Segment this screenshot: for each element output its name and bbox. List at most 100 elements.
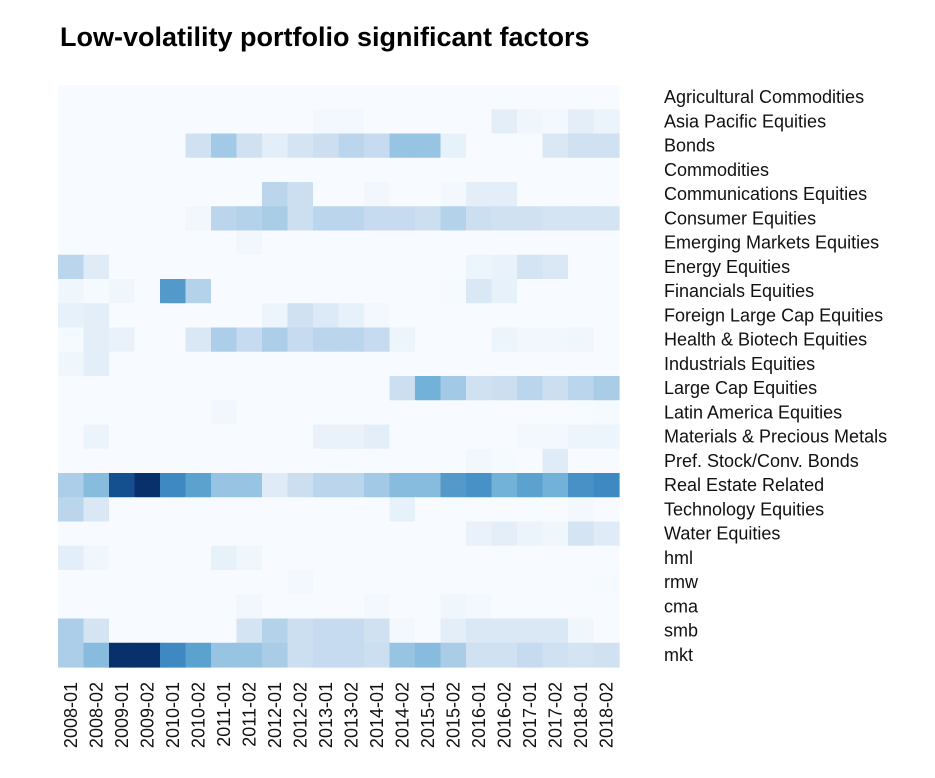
heatmap-cell [491, 254, 518, 280]
heatmap-cell [466, 230, 493, 256]
heatmap-cell [58, 279, 85, 304]
heatmap-cell [211, 157, 238, 183]
heatmap-cell [134, 230, 161, 256]
heatmap-cell [440, 327, 467, 353]
heatmap-cell [109, 570, 136, 595]
heatmap-cell [109, 133, 136, 159]
heatmap-cell [313, 473, 340, 498]
heatmap-cell [440, 157, 467, 183]
heatmap-cell [134, 521, 161, 547]
heatmap-cell [211, 206, 238, 232]
heatmap-cell [58, 424, 85, 450]
heatmap-cell [389, 254, 416, 280]
heatmap-cell [491, 109, 518, 135]
heatmap-cell [542, 230, 569, 256]
heatmap-cell [542, 133, 569, 159]
heatmap-cell [440, 133, 467, 159]
heatmap-cell [287, 594, 314, 620]
heatmap-cell [466, 497, 493, 523]
column-labels: 2008-01 2008-02 2009-01 2009-02 2010-01 2010-… [61, 682, 617, 748]
heatmap-cell [109, 545, 136, 571]
heatmap-cell [389, 376, 416, 401]
heatmap-cell [313, 133, 340, 159]
column-label: 2009-02 [137, 682, 157, 748]
chart-title: Low-volatility portfolio significant fac… [60, 22, 590, 52]
heatmap-cell [262, 521, 289, 547]
heatmap-cell [466, 376, 493, 401]
heatmap-cell [287, 133, 314, 159]
heatmap-cell [364, 157, 391, 183]
heatmap-cell [364, 351, 391, 377]
heatmap-cell [160, 303, 187, 329]
heatmap-cell [466, 351, 493, 377]
heatmap-cell [491, 424, 518, 450]
heatmap-cell [109, 497, 136, 523]
heatmap-cell [338, 424, 365, 450]
heatmap-cell [134, 279, 161, 304]
heatmap-cell [185, 133, 212, 159]
heatmap-cell [134, 473, 161, 498]
heatmap-cell [338, 157, 365, 183]
heatmap-cell [262, 327, 289, 353]
heatmap-cell [389, 545, 416, 571]
heatmap-cell [568, 157, 595, 183]
column-label: 2015-02 [443, 682, 463, 748]
heatmap-cell [491, 327, 518, 353]
heatmap-cell [364, 570, 391, 595]
heatmap-cell [338, 642, 365, 668]
heatmap-cell [440, 303, 467, 329]
heatmap-cell [517, 254, 544, 280]
heatmap-cell [415, 230, 442, 256]
heatmap-cell [542, 594, 569, 620]
heatmap-cell [83, 424, 110, 450]
heatmap-cell [338, 376, 365, 401]
heatmap-cell [568, 642, 595, 668]
heatmap-cell [58, 109, 85, 135]
heatmap-cell [185, 521, 212, 547]
heatmap-cell [542, 109, 569, 135]
heatmap-cell [568, 85, 595, 110]
heatmap-cell [211, 521, 238, 547]
heatmap-cell [211, 230, 238, 256]
heatmap-cell [160, 85, 187, 110]
heatmap-cell [134, 424, 161, 450]
heatmap-cell [593, 254, 620, 280]
heatmap-cell [593, 109, 620, 135]
heatmap-cell [364, 230, 391, 256]
heatmap-cell [262, 376, 289, 401]
heatmap-cell [211, 327, 238, 353]
heatmap-cell [134, 570, 161, 595]
heatmap-cell [83, 376, 110, 401]
heatmap-cell [262, 400, 289, 426]
heatmap-cell [134, 254, 161, 280]
heatmap-cell [287, 351, 314, 377]
row-label: hml [664, 548, 693, 568]
heatmap-cell [313, 424, 340, 450]
heatmap-cell [58, 157, 85, 183]
heatmap-cell [83, 279, 110, 304]
heatmap-cell [211, 642, 238, 668]
heatmap-cell [236, 618, 263, 644]
row-label: Pref. Stock/Conv. Bonds [664, 451, 859, 471]
heatmap-cell [568, 497, 595, 523]
heatmap-cell [364, 303, 391, 329]
heatmap-cell [236, 545, 263, 571]
heatmap-cell [517, 570, 544, 595]
heatmap-cell [287, 473, 314, 498]
heatmap-cell [491, 182, 518, 207]
heatmap-cell [313, 521, 340, 547]
heatmap-cell [313, 642, 340, 668]
heatmap-cell [338, 400, 365, 426]
heatmap-cell [466, 521, 493, 547]
heatmap-cell [160, 133, 187, 159]
heatmap-cell [542, 279, 569, 304]
heatmap-cell [134, 157, 161, 183]
heatmap-cell [364, 85, 391, 110]
heatmap-cell [466, 133, 493, 159]
heatmap-cell [313, 400, 340, 426]
heatmap-cell [236, 424, 263, 450]
row-label: cma [664, 596, 699, 616]
heatmap-cell [211, 279, 238, 304]
heatmap-cell [415, 642, 442, 668]
heatmap-cell [287, 376, 314, 401]
